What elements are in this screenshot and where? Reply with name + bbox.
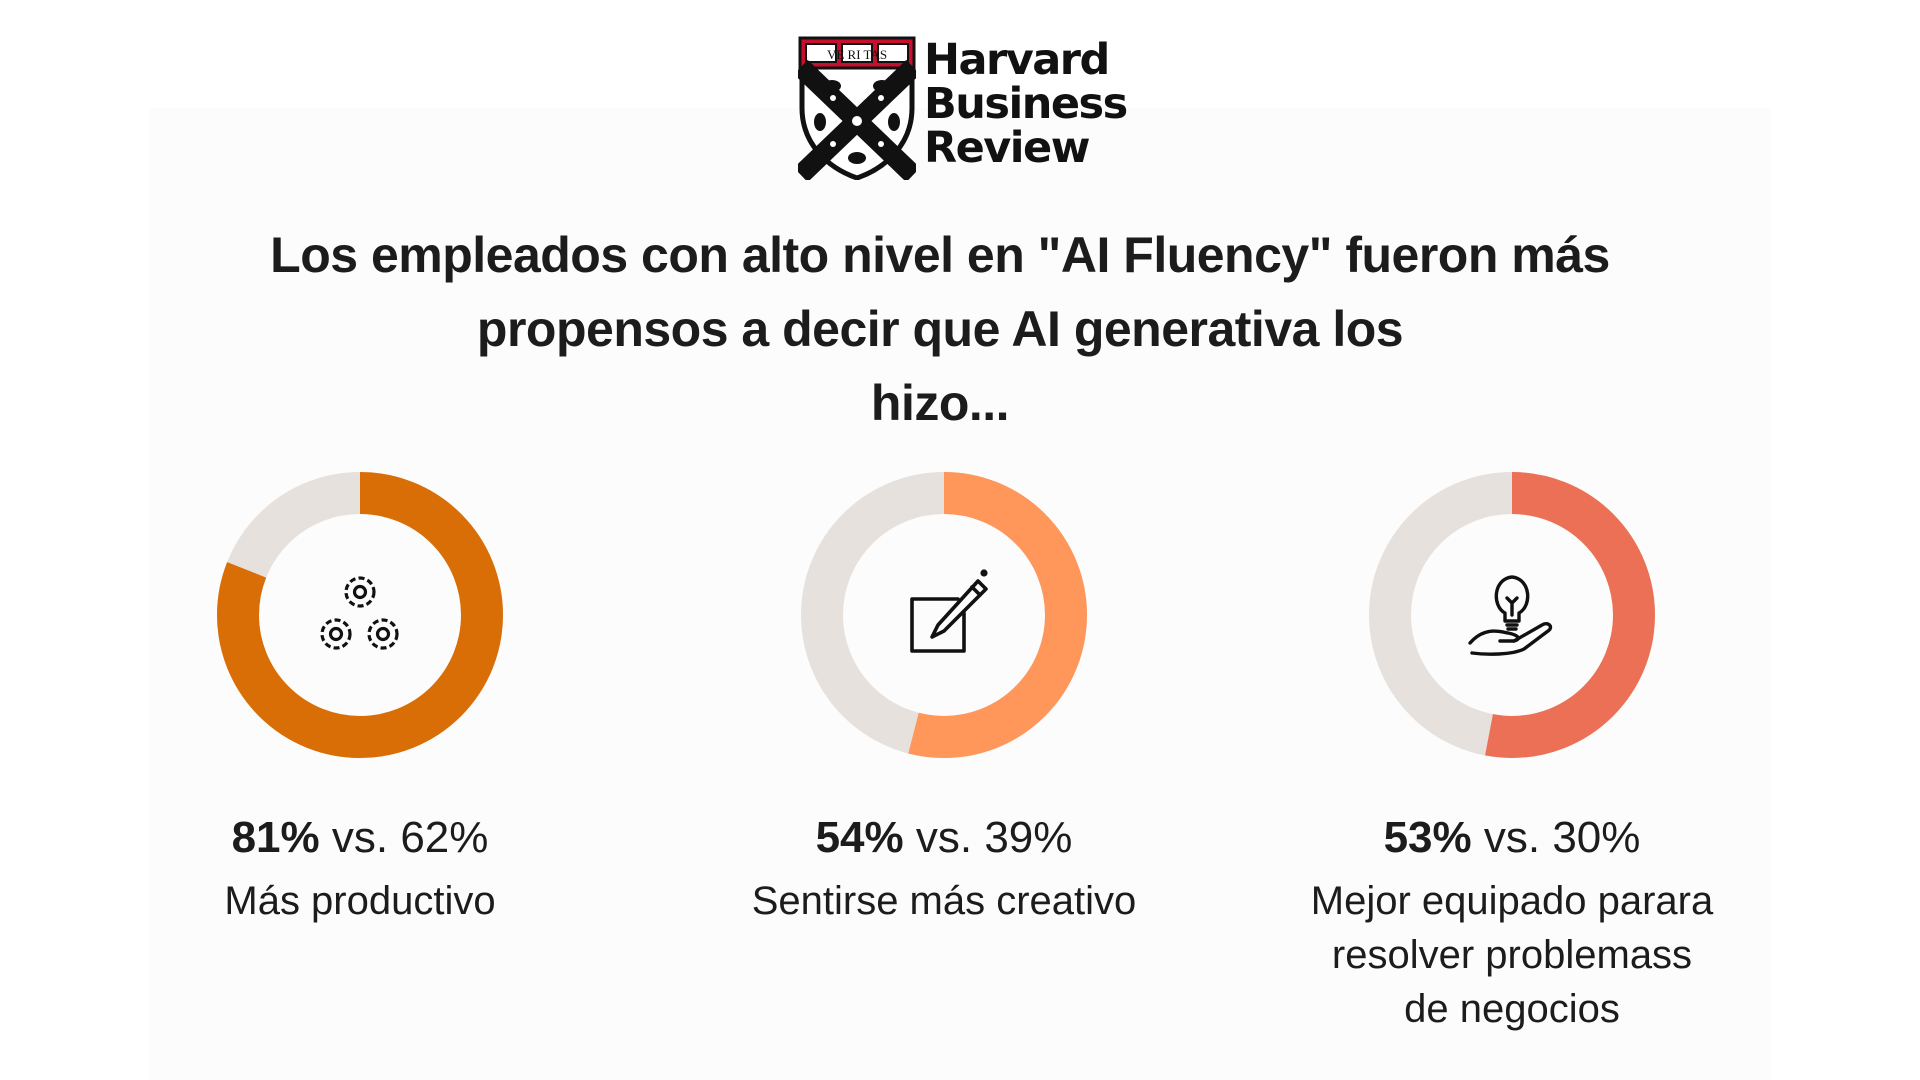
stat-comparison: 53% vs. 30% — [1252, 812, 1772, 864]
stat-comparison: 54% vs. 39% — [684, 812, 1204, 864]
brand-line: Harvard — [924, 35, 1110, 85]
donut-chart — [1369, 472, 1655, 758]
stat-value: 53% — [1383, 813, 1472, 862]
donut-arc-54 — [801, 472, 1087, 758]
caption-line: Mejor equipado parara — [1310, 879, 1714, 923]
infographic-panel — [150, 108, 1770, 1080]
veritas-seal-text: VE RI TAS — [827, 47, 887, 62]
stat-creative: 54% vs. 39% Sentirse más creativo — [684, 470, 1204, 1050]
veritas-shield-icon: VE RI TAS — [798, 36, 916, 180]
donut-arc-81 — [217, 472, 503, 758]
headline-line: hizo... — [870, 375, 1010, 431]
stat-problem-solving: 53% vs. 30% Mejor equipado parara resolv… — [1252, 470, 1772, 1050]
hbr-wordmark: Harvard Business Review — [924, 35, 1128, 173]
caption-line: de negocios — [1404, 987, 1620, 1031]
caption-line: Sentirse más creativo — [751, 879, 1137, 923]
brand-line: Review — [924, 123, 1090, 173]
stat-caption: Mejor equipado parara resolver problemas… — [1252, 874, 1772, 1036]
donut-chart — [217, 472, 503, 758]
stat-vs: vs. 62% — [331, 813, 489, 862]
stat-caption: Sentirse más creativo — [684, 874, 1204, 928]
caption-line: Más productivo — [224, 879, 496, 923]
brand-line: Business — [924, 79, 1128, 129]
lightbulb-hand-icon — [1468, 575, 1553, 656]
headline-line: propensos a decir que AI generativa los — [476, 301, 1404, 357]
stat-value: 54% — [815, 813, 904, 862]
caption-line: resolver problemass — [1331, 933, 1693, 977]
stat-caption: Más productivo — [100, 874, 620, 928]
donut-charts: 81% vs. 62% Más productivo 54% vs. 39% S… — [0, 470, 1920, 1050]
edit-pencil-icon — [910, 569, 988, 653]
stat-vs: vs. 30% — [1483, 813, 1641, 862]
stat-productive: 81% vs. 62% Más productivo — [100, 470, 620, 1050]
donut-chart — [801, 472, 1087, 758]
headline: Los empleados con alto nivel en "AI Flue… — [200, 218, 1680, 440]
stat-comparison: 81% vs. 62% — [100, 812, 620, 864]
headline-line: Los empleados con alto nivel en "AI Flue… — [270, 227, 1610, 283]
hbr-logo: VE RI TAS Harvard Business Review — [798, 36, 1138, 182]
stat-vs: vs. 39% — [915, 813, 1073, 862]
stat-value: 81% — [231, 813, 320, 862]
gears-icon — [320, 576, 399, 650]
donut-arc-53 — [1369, 472, 1655, 758]
